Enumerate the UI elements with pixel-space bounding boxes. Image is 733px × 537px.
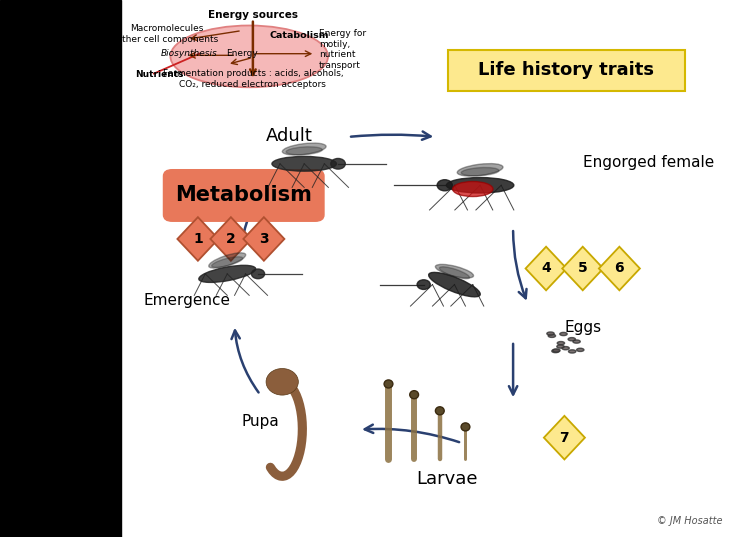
- FancyArrowPatch shape: [242, 181, 274, 242]
- Text: © JM Hosatte: © JM Hosatte: [657, 516, 722, 526]
- Text: 3: 3: [259, 232, 269, 246]
- Ellipse shape: [446, 178, 514, 193]
- Ellipse shape: [212, 257, 243, 267]
- FancyBboxPatch shape: [163, 170, 324, 221]
- Ellipse shape: [461, 168, 499, 176]
- Text: Pupa: Pupa: [241, 414, 279, 429]
- Ellipse shape: [577, 349, 584, 352]
- Ellipse shape: [282, 143, 326, 155]
- Ellipse shape: [562, 346, 570, 350]
- Text: Energy sources: Energy sources: [208, 10, 298, 20]
- Ellipse shape: [439, 267, 470, 279]
- Polygon shape: [599, 246, 640, 291]
- Ellipse shape: [435, 264, 474, 278]
- Text: Eggs: Eggs: [564, 320, 601, 335]
- Polygon shape: [526, 246, 567, 291]
- Text: Energy: Energy: [226, 49, 258, 58]
- Text: 4: 4: [541, 262, 551, 275]
- FancyArrowPatch shape: [351, 132, 430, 140]
- FancyBboxPatch shape: [448, 50, 685, 91]
- Text: Catabolism: Catabolism: [270, 32, 329, 40]
- Text: Emergence: Emergence: [144, 293, 230, 308]
- Text: 7: 7: [559, 431, 570, 445]
- Bar: [0, 0, 121, 537]
- Text: Metabolism: Metabolism: [175, 185, 312, 206]
- Ellipse shape: [457, 164, 503, 176]
- FancyArrowPatch shape: [232, 330, 259, 393]
- Ellipse shape: [560, 332, 567, 336]
- Text: Macromolecules
Other cell components: Macromolecules Other cell components: [116, 24, 218, 43]
- Ellipse shape: [286, 147, 323, 155]
- Ellipse shape: [557, 342, 564, 345]
- Polygon shape: [177, 217, 218, 261]
- Ellipse shape: [331, 158, 345, 169]
- Ellipse shape: [410, 391, 419, 398]
- Text: 2: 2: [226, 232, 236, 246]
- Ellipse shape: [573, 340, 581, 343]
- Ellipse shape: [417, 280, 430, 289]
- Ellipse shape: [272, 156, 336, 171]
- Ellipse shape: [552, 350, 559, 353]
- Polygon shape: [210, 217, 251, 261]
- Text: 1: 1: [193, 232, 203, 246]
- Ellipse shape: [453, 182, 493, 197]
- Ellipse shape: [209, 253, 246, 268]
- Ellipse shape: [437, 180, 452, 191]
- Text: Energy for
motily,
nutrient
transport: Energy for motily, nutrient transport: [319, 30, 366, 69]
- Text: Life history traits: Life history traits: [478, 61, 655, 79]
- FancyArrowPatch shape: [513, 231, 526, 298]
- Ellipse shape: [429, 272, 480, 297]
- Text: Nutrients: Nutrients: [136, 70, 184, 78]
- Text: 6: 6: [614, 262, 625, 275]
- Text: Biosynthesis: Biosynthesis: [161, 49, 218, 58]
- Ellipse shape: [384, 380, 393, 388]
- Text: 5: 5: [578, 262, 588, 275]
- Polygon shape: [544, 416, 585, 460]
- Polygon shape: [562, 246, 603, 291]
- Text: Adult: Adult: [266, 127, 313, 145]
- Text: Engorged female: Engorged female: [583, 155, 714, 170]
- Text: Fermentation products : acids, alcohols,
CO₂, reduced electron acceptors: Fermentation products : acids, alcohols,…: [163, 69, 343, 89]
- Ellipse shape: [170, 25, 328, 87]
- Ellipse shape: [266, 368, 298, 395]
- FancyArrowPatch shape: [509, 344, 517, 395]
- Ellipse shape: [547, 332, 554, 335]
- Ellipse shape: [557, 345, 564, 348]
- Text: Larvae: Larvae: [416, 470, 478, 488]
- Ellipse shape: [569, 350, 576, 353]
- Ellipse shape: [568, 338, 575, 341]
- Ellipse shape: [199, 265, 256, 282]
- Polygon shape: [243, 217, 284, 261]
- Ellipse shape: [251, 269, 265, 279]
- Ellipse shape: [548, 334, 556, 337]
- Ellipse shape: [553, 349, 560, 352]
- Ellipse shape: [461, 423, 470, 431]
- FancyArrowPatch shape: [365, 425, 459, 442]
- Ellipse shape: [435, 407, 444, 415]
